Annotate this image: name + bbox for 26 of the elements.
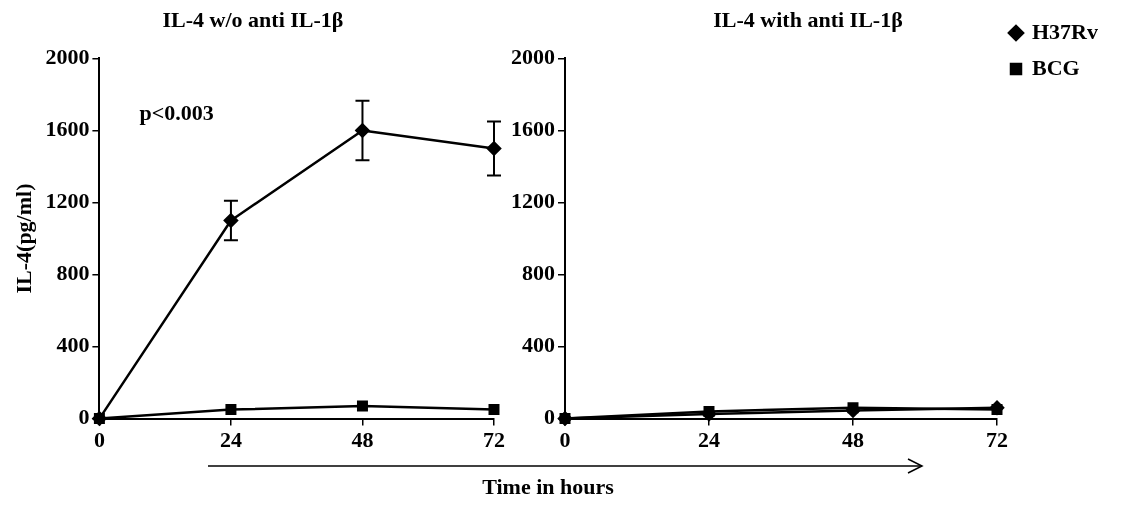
x-tick-label: 48 [351,427,374,453]
y-tick-label: 1600 [45,116,90,142]
y-tick-label: 1600 [511,116,555,142]
x-tick-label: 24 [219,427,242,453]
y-tick-label: 400 [522,332,555,358]
y-tick-label: 1200 [511,188,555,214]
x-tick-label: 72 [483,427,505,453]
chart-title: IL-4 w/o anti IL-1β [162,6,344,32]
y-tick-label: 0 [78,404,90,430]
y-tick-label: 800 [56,260,90,286]
y-tick-label: 2000 [511,44,555,70]
y-axis-title: IL-4(pg/ml) [10,183,36,294]
x-axis-title: Time in hours [481,474,615,500]
y-tick-label: 0 [544,404,555,430]
y-tick-label: 1200 [45,188,90,214]
y-tick-label: 2000 [45,44,90,70]
legend-label: BCG [1032,54,1080,80]
annotation: p<0.003 [139,100,214,126]
y-tick-label: 800 [522,260,555,286]
x-tick-label: 72 [986,427,1008,453]
chart-title: IL-4 with anti IL-1β [713,6,903,32]
x-tick-label: 0 [559,427,571,453]
x-tick-label: 24 [698,427,720,453]
y-tick-label: 400 [56,332,90,358]
legend-label: H37Rv [1032,18,1098,44]
x-tick-label: 48 [842,427,864,453]
